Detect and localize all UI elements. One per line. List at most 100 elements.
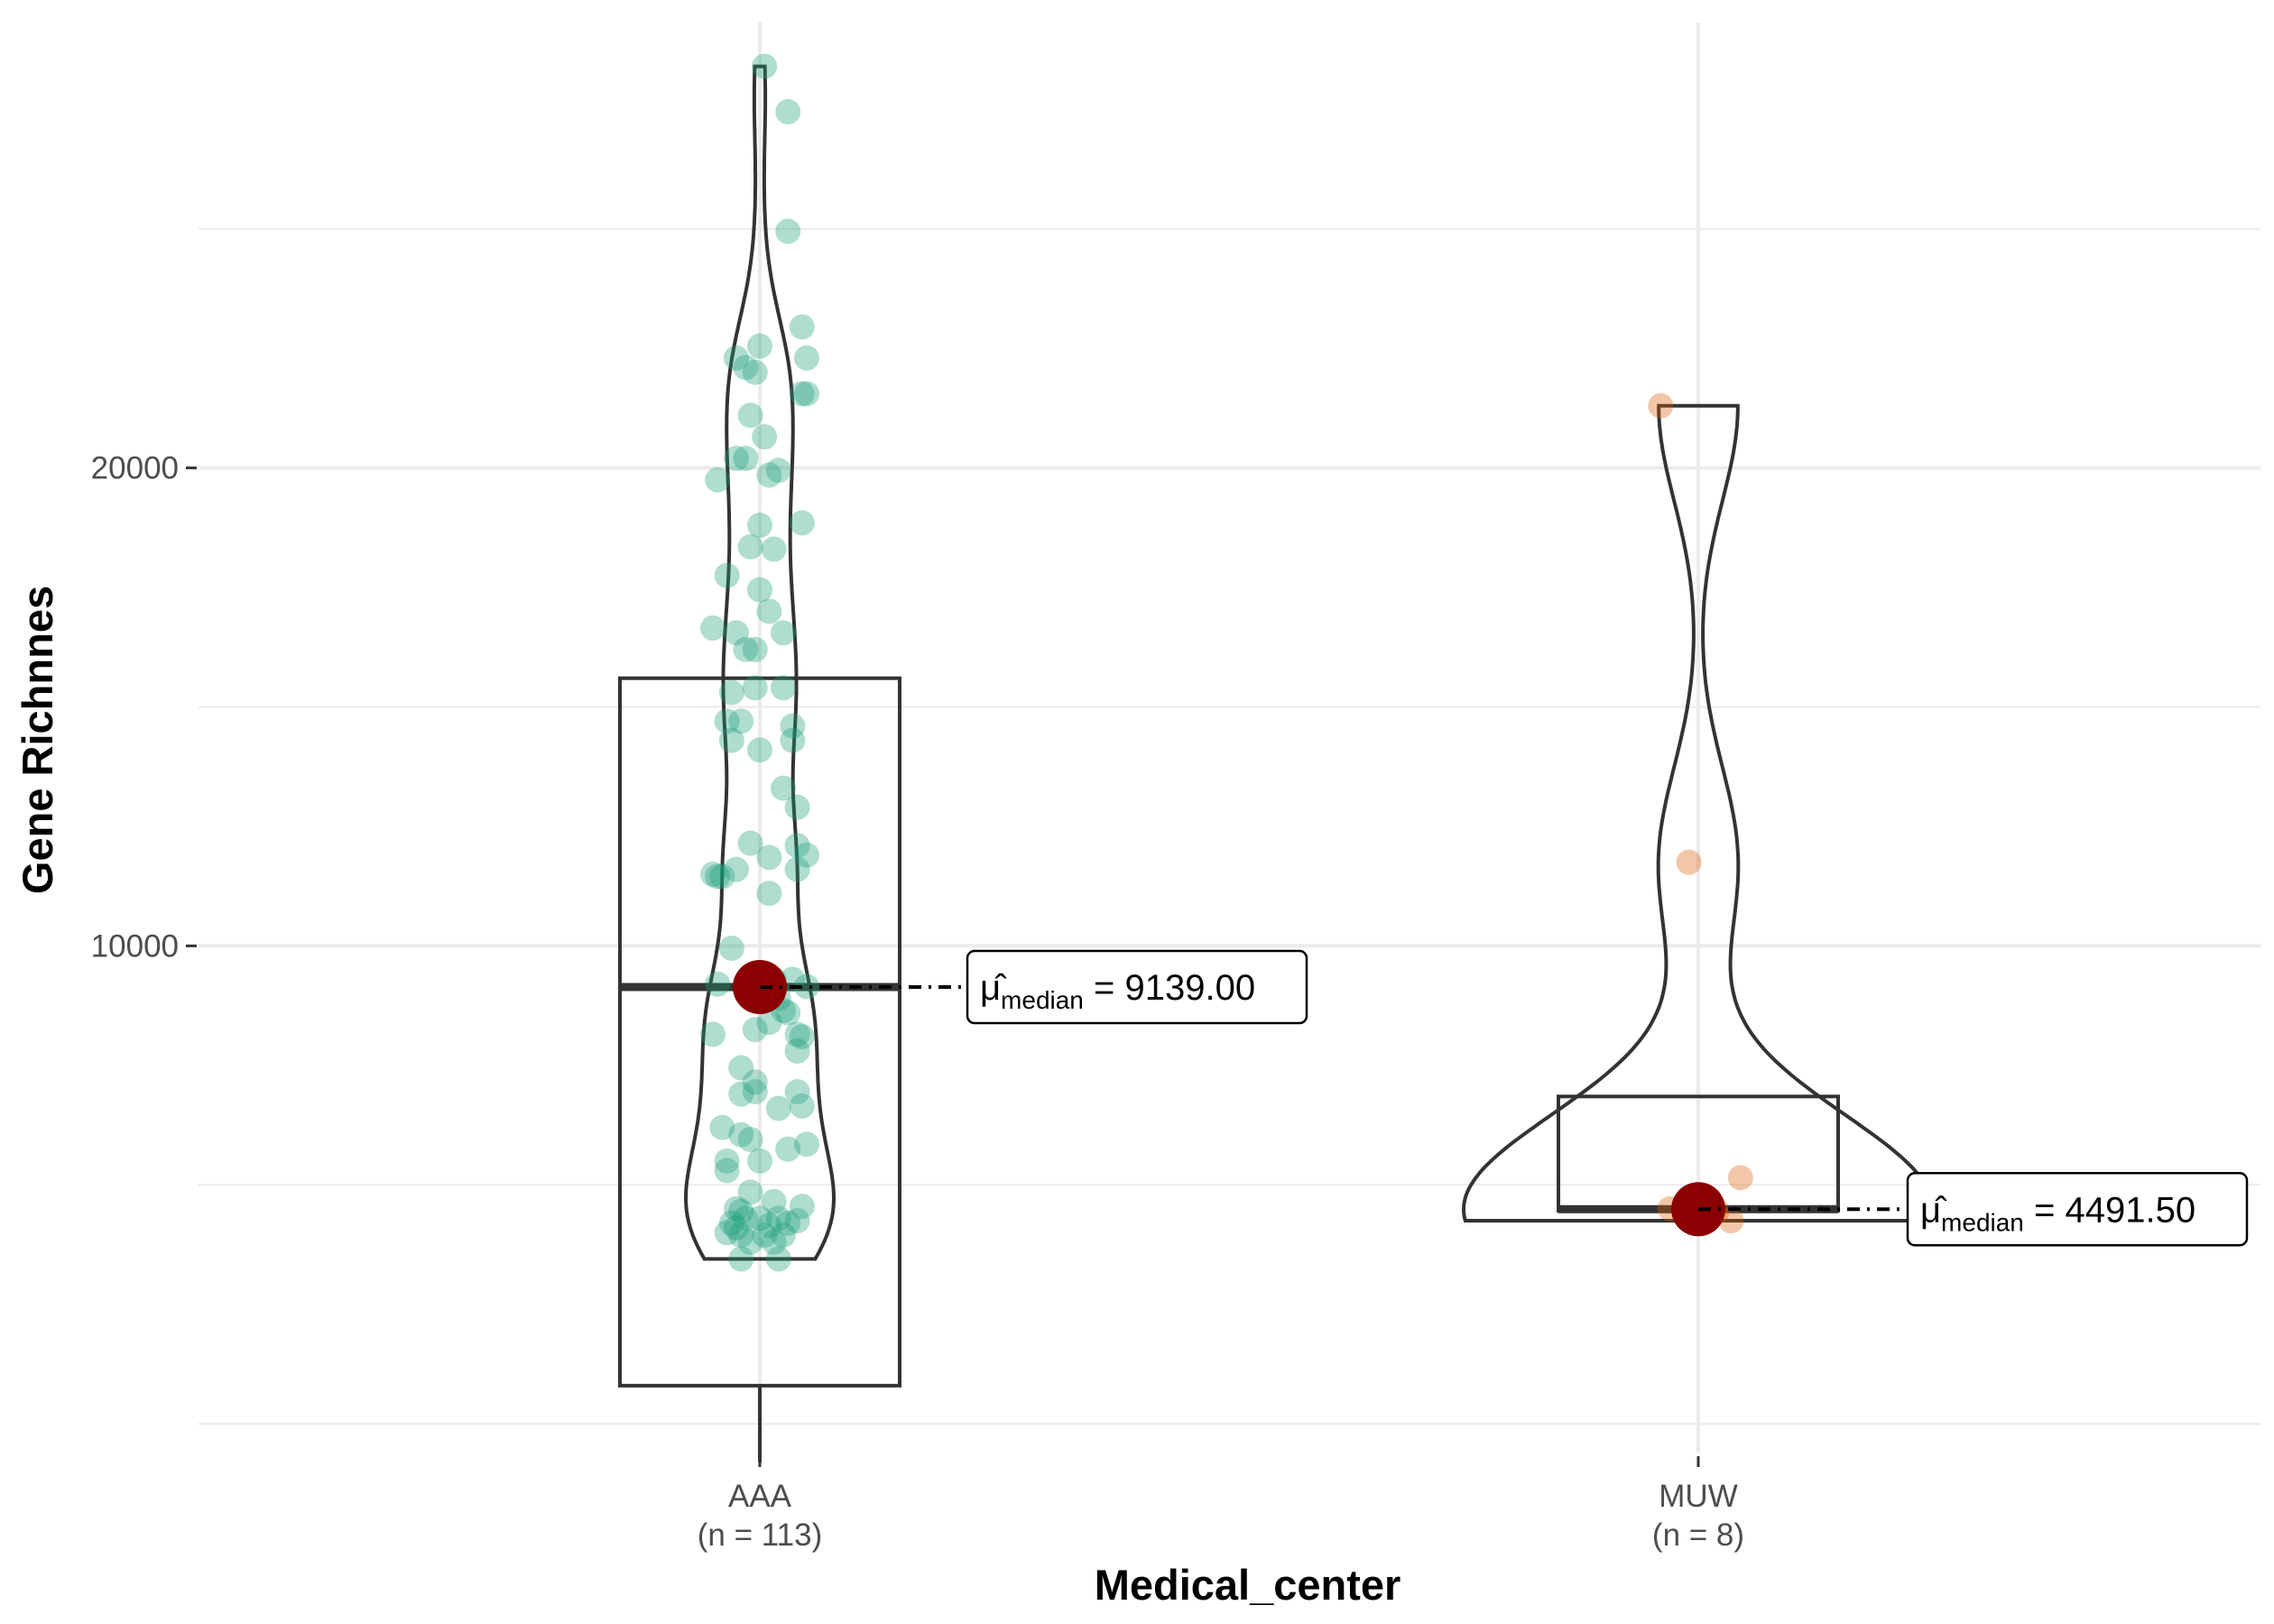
x-tick-sublabel: (n = 113) bbox=[698, 1518, 822, 1553]
median-subscript: median bbox=[1001, 986, 1084, 1014]
y-tick-label: 10000 bbox=[91, 928, 179, 964]
data-point-aaa bbox=[700, 861, 726, 887]
data-point-aaa bbox=[728, 1121, 754, 1148]
data-point-aaa bbox=[714, 1220, 740, 1246]
data-point-aaa bbox=[784, 1208, 810, 1234]
data-point-aaa bbox=[709, 863, 735, 890]
data-point-aaa bbox=[737, 534, 763, 560]
data-point-aaa bbox=[724, 446, 749, 472]
median-layer: μ̂median = 9139.00 μ̂median = 4491.50 bbox=[733, 949, 2249, 1247]
data-point-aaa bbox=[789, 314, 815, 340]
data-point-aaa bbox=[714, 562, 740, 588]
data-point-aaa bbox=[733, 1205, 759, 1232]
data-point-aaa bbox=[752, 53, 778, 79]
data-point-aaa bbox=[756, 462, 782, 488]
data-point-aaa bbox=[775, 1136, 801, 1162]
x-tick-sublabel: (n = 8) bbox=[1652, 1518, 1744, 1553]
data-point-aaa bbox=[737, 1229, 763, 1255]
data-point-aaa bbox=[728, 1222, 754, 1248]
annotation-box bbox=[966, 949, 1308, 1025]
y-axis-title: Gene Richnnes bbox=[14, 586, 61, 894]
data-point-muw bbox=[1676, 849, 1702, 875]
violin-muw bbox=[1461, 403, 1936, 1223]
data-point-aaa bbox=[718, 727, 744, 753]
data-point-aaa bbox=[784, 794, 810, 820]
data-point-aaa bbox=[742, 675, 768, 701]
data-point-aaa bbox=[784, 833, 810, 859]
data-point-aaa bbox=[733, 355, 759, 381]
data-point-aaa bbox=[742, 1069, 768, 1095]
data-point-aaa bbox=[709, 1114, 735, 1140]
data-point-aaa bbox=[742, 1079, 768, 1104]
data-point-aaa bbox=[775, 98, 801, 125]
data-point-aaa bbox=[737, 1126, 763, 1152]
data-point-aaa bbox=[747, 1148, 772, 1174]
data-point-muw bbox=[1648, 392, 1674, 419]
data-point-aaa bbox=[728, 1055, 754, 1081]
data-point-aaa bbox=[747, 577, 772, 603]
data-point-aaa bbox=[794, 381, 819, 407]
data-point-aaa bbox=[733, 446, 759, 472]
grid-lines bbox=[199, 23, 2260, 1453]
data-point-aaa bbox=[714, 1148, 740, 1174]
data-point-aaa bbox=[771, 620, 796, 646]
data-point-aaa bbox=[765, 457, 791, 484]
x-axis-title: Medical_center bbox=[1095, 1561, 1401, 1609]
median-value: = 9139.00 bbox=[1084, 968, 1255, 1008]
data-point-aaa bbox=[784, 1021, 810, 1047]
data-point-aaa bbox=[756, 1010, 782, 1036]
data-point-aaa bbox=[771, 1222, 796, 1248]
data-point-aaa bbox=[747, 1205, 772, 1232]
data-point-aaa bbox=[747, 737, 772, 763]
data-point-aaa bbox=[714, 708, 740, 734]
data-point-aaa bbox=[761, 536, 787, 562]
data-point-aaa bbox=[737, 1179, 763, 1205]
data-point-aaa bbox=[752, 1222, 778, 1248]
data-point-aaa bbox=[705, 971, 731, 997]
data-point-aaa bbox=[789, 1024, 815, 1050]
data-point-aaa bbox=[784, 1038, 810, 1064]
data-point-aaa bbox=[724, 1195, 749, 1222]
data-point-aaa bbox=[705, 863, 731, 890]
data-point-aaa bbox=[742, 636, 768, 662]
data-point-aaa bbox=[789, 1194, 815, 1220]
data-point-aaa bbox=[724, 620, 749, 646]
data-point-aaa bbox=[742, 359, 768, 385]
y-tick-label: 20000 bbox=[91, 451, 179, 486]
median-subscript: median bbox=[1941, 1208, 2024, 1236]
data-point-aaa bbox=[789, 1093, 815, 1119]
data-point-aaa bbox=[794, 345, 819, 371]
data-point-aaa bbox=[718, 1210, 744, 1236]
data-point-aaa bbox=[728, 1198, 754, 1224]
data-point-aaa bbox=[775, 1210, 801, 1236]
data-point-aaa bbox=[737, 830, 763, 856]
x-tick-label: AAA bbox=[728, 1479, 792, 1514]
data-point-aaa bbox=[700, 1021, 726, 1047]
data-point-aaa bbox=[794, 1131, 819, 1158]
data-point-aaa bbox=[794, 842, 819, 868]
median-value: = 4491.50 bbox=[2024, 1190, 2195, 1230]
data-point-aaa bbox=[756, 881, 782, 907]
data-point-aaa bbox=[700, 615, 726, 641]
data-point-aaa bbox=[794, 973, 819, 1000]
data-point-aaa bbox=[718, 679, 744, 706]
data-point-aaa bbox=[775, 218, 801, 245]
data-point-aaa bbox=[733, 636, 759, 662]
data-point-aaa bbox=[728, 1246, 754, 1272]
data-point-aaa bbox=[765, 1095, 791, 1121]
data-point-aaa bbox=[756, 1213, 782, 1239]
data-point-aaa bbox=[705, 466, 731, 493]
data-point-aaa bbox=[724, 1214, 749, 1241]
data-point-aaa bbox=[775, 1000, 801, 1026]
data-point-aaa bbox=[728, 1081, 754, 1107]
data-point-aaa bbox=[780, 727, 806, 753]
data-point-aaa bbox=[761, 1188, 787, 1214]
x-tick-label: MUW bbox=[1659, 1479, 1737, 1514]
box-layer bbox=[618, 676, 1840, 1463]
points-layer bbox=[700, 53, 1753, 1272]
data-point-muw bbox=[1727, 1165, 1753, 1191]
data-point-aaa bbox=[761, 1229, 787, 1255]
data-point-aaa bbox=[765, 1246, 791, 1272]
data-point-aaa bbox=[724, 856, 749, 882]
